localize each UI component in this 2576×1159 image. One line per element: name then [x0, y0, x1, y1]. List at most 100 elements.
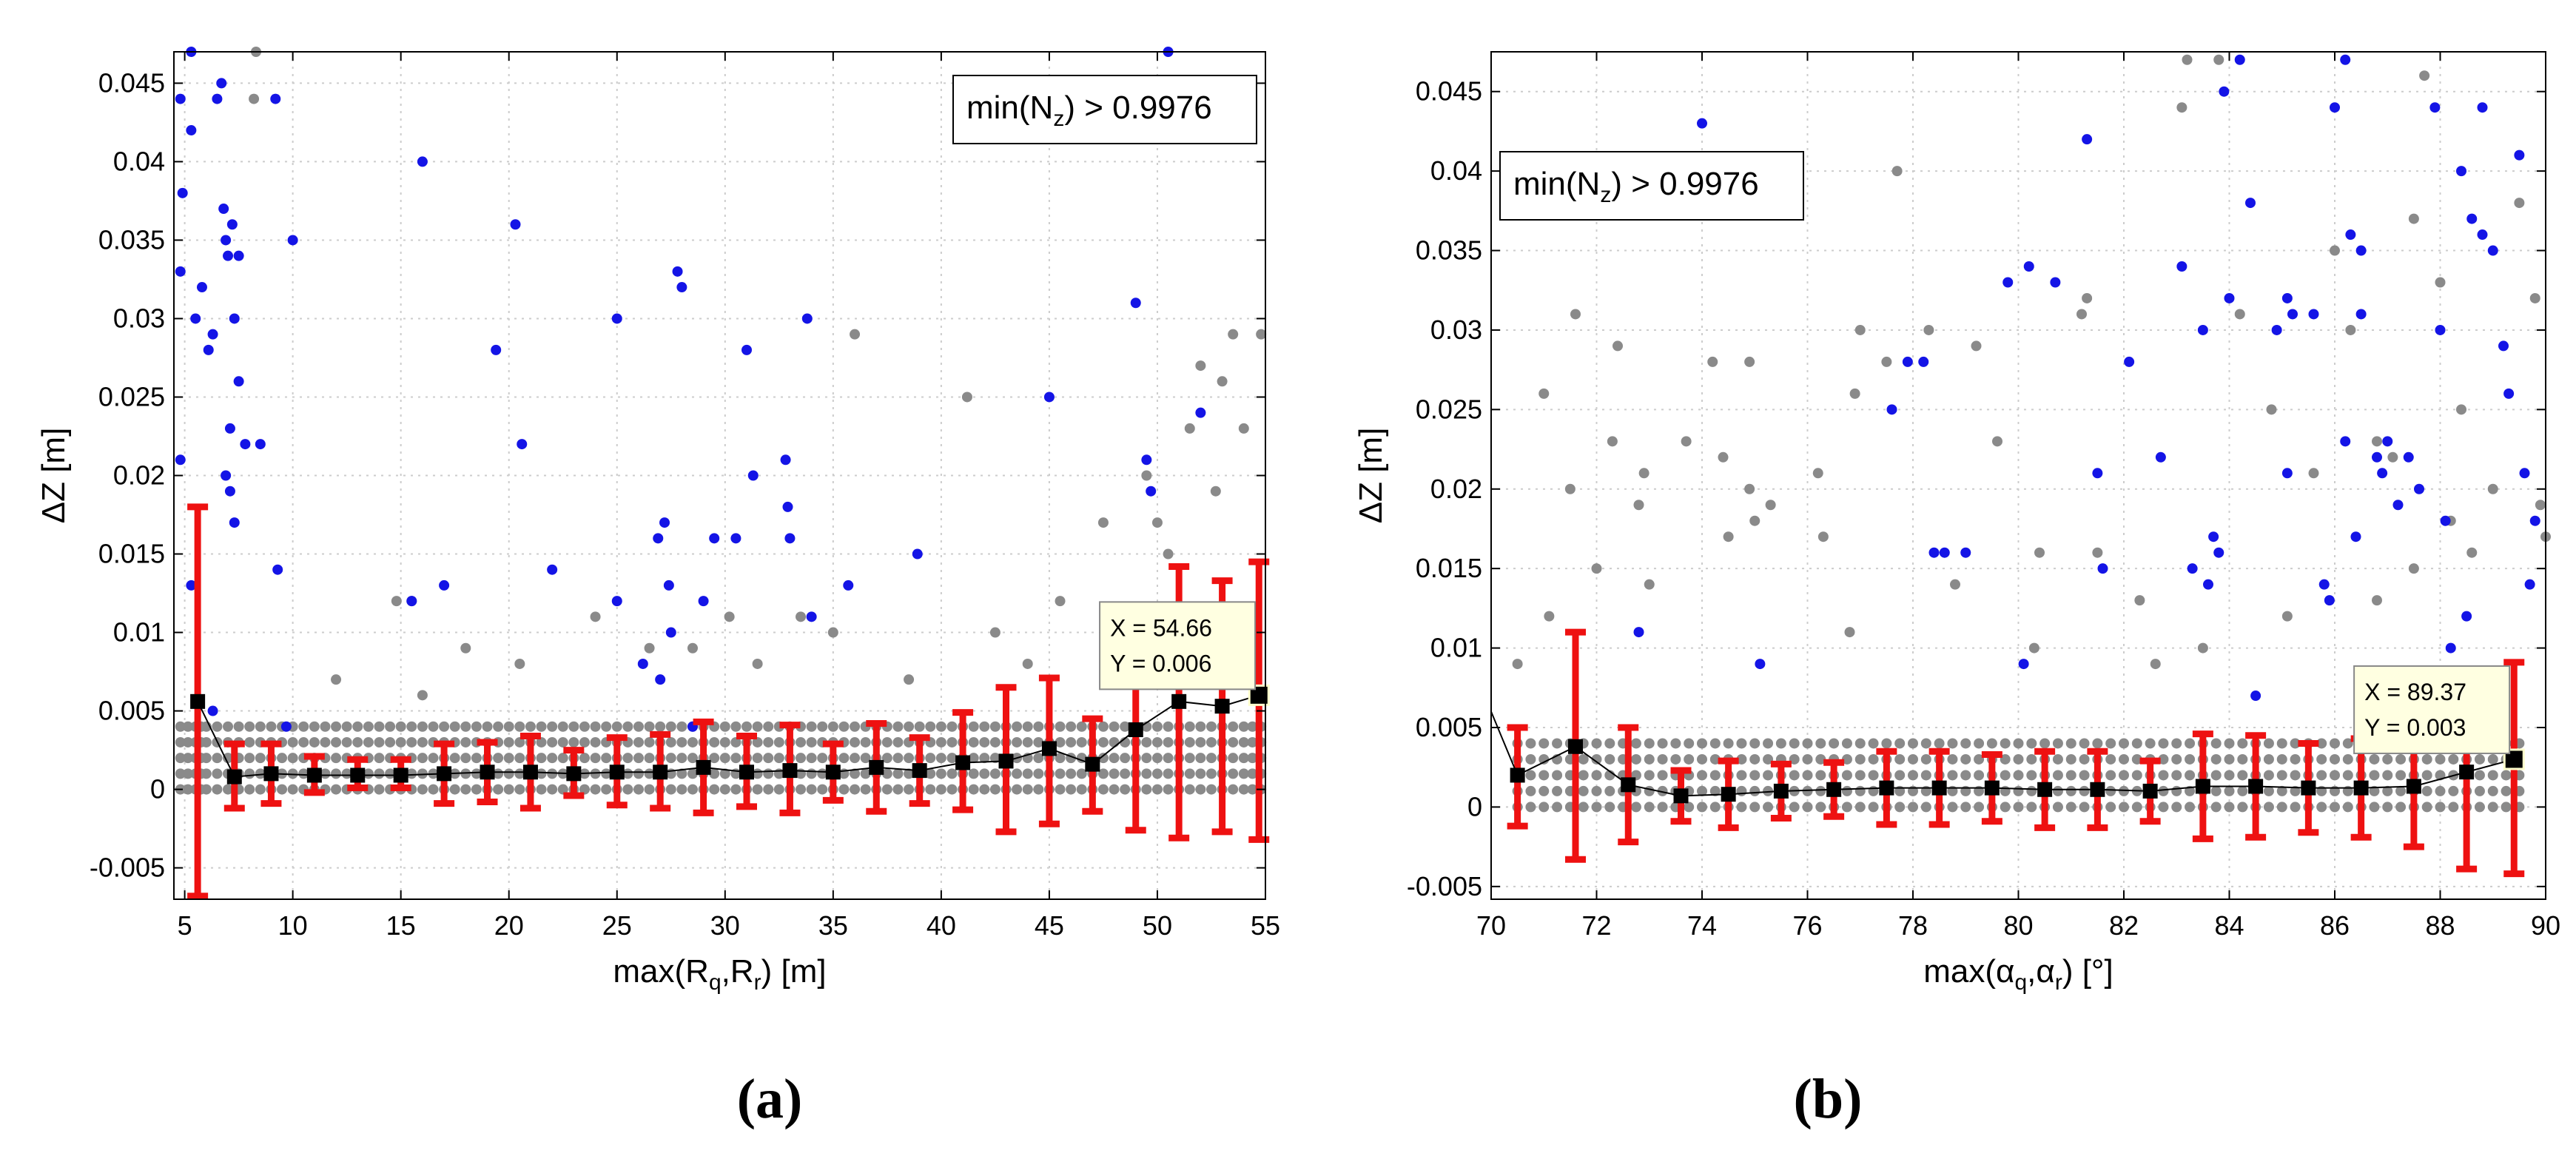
- gray-point: [2290, 753, 2301, 765]
- gray-point: [676, 736, 687, 748]
- gray-point: [1055, 753, 1066, 764]
- gray-point: [557, 784, 568, 795]
- gray-point: [536, 736, 547, 748]
- gray-point: [1205, 736, 1217, 748]
- mean-marker: [437, 766, 452, 782]
- gray-point: [719, 753, 730, 764]
- gray-point: [676, 784, 687, 795]
- y-tick-label: 0.04: [113, 146, 165, 176]
- gray-point: [633, 784, 644, 795]
- gray-point: [1097, 721, 1109, 732]
- gray-point: [1709, 738, 1721, 749]
- gray-point: [1765, 500, 1776, 511]
- gray-point: [1120, 784, 1131, 795]
- gray-point: [665, 736, 676, 748]
- gray-point: [1894, 770, 1906, 781]
- gray-point: [752, 736, 763, 748]
- gray-point: [182, 768, 193, 779]
- gray-point: [925, 768, 936, 779]
- legend-text-b: min(Nz) > 0.9976: [1513, 166, 1759, 207]
- gray-point: [449, 784, 460, 795]
- gray-point: [391, 596, 402, 607]
- gray-point: [2419, 70, 2430, 81]
- gray-point: [1971, 340, 1982, 352]
- gray-point: [850, 753, 861, 764]
- mean-marker: [2459, 765, 2475, 780]
- gray-point: [1538, 388, 1550, 399]
- gray-point: [1815, 738, 1826, 749]
- gray-point: [687, 784, 698, 795]
- blue-point: [1633, 627, 1644, 638]
- blue-point: [196, 282, 207, 293]
- blue-point: [1146, 486, 1157, 497]
- gray-point: [1205, 768, 1217, 779]
- gray-point: [1681, 436, 1692, 447]
- blue-point: [2350, 531, 2361, 542]
- gray-point: [1256, 329, 1267, 340]
- gray-point: [1163, 784, 1174, 795]
- gray-point: [1205, 753, 1217, 764]
- gray-point: [2150, 659, 2161, 670]
- gray-point: [1604, 753, 1615, 765]
- gray-point: [514, 753, 525, 764]
- gray-point: [1228, 736, 1239, 748]
- blue-point: [784, 533, 796, 544]
- mean-marker: [2353, 780, 2369, 796]
- gray-point: [2435, 753, 2446, 765]
- gray-point: [1657, 785, 1668, 796]
- gray-point: [1238, 784, 1249, 795]
- gray-point: [428, 784, 439, 795]
- gray-point: [417, 721, 428, 732]
- gray-point: [1960, 770, 1971, 781]
- y-tick-label: 0.01: [113, 617, 165, 648]
- gray-point: [2065, 770, 2076, 781]
- gray-point: [547, 753, 558, 764]
- x-tick-label: 82: [2109, 910, 2139, 941]
- gray-point: [850, 329, 861, 340]
- gray-point: [1868, 802, 1879, 813]
- gray-point: [644, 721, 655, 732]
- gray-point: [1033, 753, 1044, 764]
- gray-point: [244, 736, 255, 748]
- gray-point: [601, 753, 612, 764]
- gray-point: [2013, 802, 2024, 813]
- gray-point: [2345, 324, 2356, 335]
- gray-point: [925, 721, 936, 732]
- gray-point: [503, 753, 514, 764]
- gray-point: [1570, 309, 1581, 320]
- gray-point: [2263, 753, 2274, 765]
- gray-point: [1723, 738, 1734, 749]
- blue-point: [547, 564, 558, 575]
- gray-point: [2013, 738, 2024, 749]
- gray-point: [1815, 770, 1826, 781]
- gray-point: [1552, 738, 1563, 749]
- gray-point: [1525, 785, 1536, 796]
- gray-point: [1195, 784, 1206, 795]
- gray-point: [536, 784, 547, 795]
- blue-point: [659, 517, 670, 528]
- blue-point: [676, 282, 687, 293]
- gray-point: [568, 721, 579, 732]
- gray-point: [2487, 802, 2498, 813]
- gray-point: [1066, 768, 1077, 779]
- gray-point: [417, 753, 428, 764]
- gray-point: [212, 721, 223, 732]
- mean-marker: [869, 759, 884, 775]
- gray-point: [579, 784, 590, 795]
- gray-point: [2065, 785, 2076, 796]
- gray-point: [719, 784, 730, 795]
- gray-point: [1854, 753, 1866, 765]
- gray-point: [298, 768, 309, 779]
- blue-point: [1928, 547, 1940, 558]
- gray-point: [2421, 753, 2432, 765]
- gray-point: [1578, 785, 1589, 796]
- gray-point: [622, 768, 633, 779]
- gray-point: [503, 736, 514, 748]
- gray-point: [2421, 785, 2432, 796]
- blue-point: [2372, 451, 2382, 463]
- gray-point: [1644, 802, 1655, 813]
- gray-point: [935, 753, 946, 764]
- gray-point: [212, 753, 223, 764]
- gray-point: [2224, 770, 2235, 781]
- gray-point: [892, 768, 904, 779]
